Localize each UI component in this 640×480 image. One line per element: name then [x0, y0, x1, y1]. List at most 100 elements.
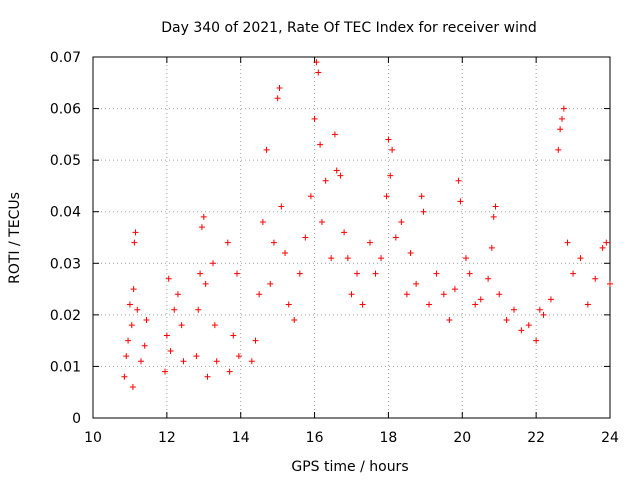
data-point	[195, 306, 202, 313]
data-point	[341, 229, 348, 236]
data-point	[296, 270, 303, 277]
data-point	[446, 317, 453, 324]
data-point	[440, 291, 447, 298]
data-point	[318, 219, 325, 226]
data-point	[398, 219, 405, 226]
data-point	[344, 255, 351, 262]
x-tick-label: 16	[306, 430, 324, 446]
data-point	[558, 115, 565, 122]
data-point	[252, 337, 259, 344]
data-point	[322, 177, 329, 184]
x-tick-label: 18	[380, 430, 398, 446]
y-tick-label: 0.07	[50, 50, 81, 66]
data-point	[383, 193, 390, 200]
data-point	[130, 286, 137, 293]
tick-layer: 10 12 14 16 18 20 22 24 0 0.01 0.02 0.03 0.04 0.05 0.0…	[50, 50, 619, 446]
data-point	[313, 59, 320, 66]
data-point	[577, 255, 584, 262]
grid-layer	[93, 57, 610, 418]
data-point	[291, 317, 298, 324]
data-point	[197, 270, 204, 277]
data-point	[131, 239, 138, 246]
data-point	[315, 69, 322, 76]
data-point	[276, 84, 283, 91]
data-point	[413, 280, 420, 287]
data-point	[570, 270, 577, 277]
data-point	[263, 146, 270, 153]
y-tick-label: 0	[72, 411, 81, 427]
y-tick-label: 0.01	[50, 359, 81, 375]
data-point	[564, 239, 571, 246]
data-point	[278, 203, 285, 210]
data-point	[204, 373, 211, 380]
data-point	[328, 255, 335, 262]
data-point	[165, 275, 172, 282]
data-point	[162, 368, 169, 375]
data-point	[270, 239, 277, 246]
data-point	[331, 131, 338, 138]
data-point	[128, 322, 135, 329]
data-point	[485, 275, 492, 282]
data-point	[392, 234, 399, 241]
data-point	[282, 249, 289, 256]
data-point	[248, 358, 255, 365]
data-point	[518, 327, 525, 334]
data-point	[420, 208, 427, 215]
data-point	[210, 260, 217, 267]
data-point	[555, 146, 562, 153]
data-point	[178, 322, 185, 329]
y-tick-label: 0.02	[50, 308, 81, 324]
x-tick-label: 24	[601, 430, 619, 446]
data-point	[466, 270, 473, 277]
data-point	[457, 198, 464, 205]
data-point	[202, 280, 209, 287]
data-point	[472, 301, 479, 308]
data-point	[492, 203, 499, 210]
data-point	[348, 291, 355, 298]
data-point	[503, 317, 510, 324]
data-point	[230, 332, 237, 339]
plot-frame	[92, 56, 611, 419]
y-axis-label: ROTI / TECUs	[7, 192, 23, 284]
y-tick-label: 0.05	[50, 153, 81, 169]
data-point	[121, 373, 128, 380]
data-point	[387, 172, 394, 179]
data-point	[163, 332, 170, 339]
data-point	[125, 337, 132, 344]
data-point	[143, 317, 150, 324]
data-point	[540, 311, 547, 318]
data-point	[488, 244, 495, 251]
data-point	[337, 172, 344, 179]
data-point	[129, 384, 136, 391]
data-point	[213, 358, 220, 365]
data-point	[200, 213, 207, 220]
data-point	[333, 167, 340, 174]
x-tick-label: 22	[527, 430, 545, 446]
data-point	[525, 322, 532, 329]
data-point	[285, 301, 292, 308]
data-point	[132, 229, 139, 236]
chart-title: Day 340 of 2021, Rate Of TEC Index for r…	[161, 20, 536, 36]
data-point	[547, 296, 554, 303]
data-point	[171, 306, 178, 313]
data-point	[126, 301, 133, 308]
data-point	[372, 270, 379, 277]
data-point	[198, 224, 205, 231]
data-point	[426, 301, 433, 308]
data-point	[378, 255, 385, 262]
data-point	[599, 244, 606, 251]
data-point	[418, 193, 425, 200]
data-point	[385, 136, 392, 143]
data-point	[477, 296, 484, 303]
data-point	[193, 353, 200, 360]
data-point	[256, 291, 263, 298]
data-point	[234, 270, 241, 277]
data-point	[259, 219, 266, 226]
data-point	[490, 213, 497, 220]
data-point	[462, 255, 469, 262]
x-axis-label: GPS time / hours	[291, 459, 408, 475]
data-point	[226, 368, 233, 375]
data-point	[455, 177, 462, 184]
y-tick-label: 0.03	[50, 256, 81, 272]
